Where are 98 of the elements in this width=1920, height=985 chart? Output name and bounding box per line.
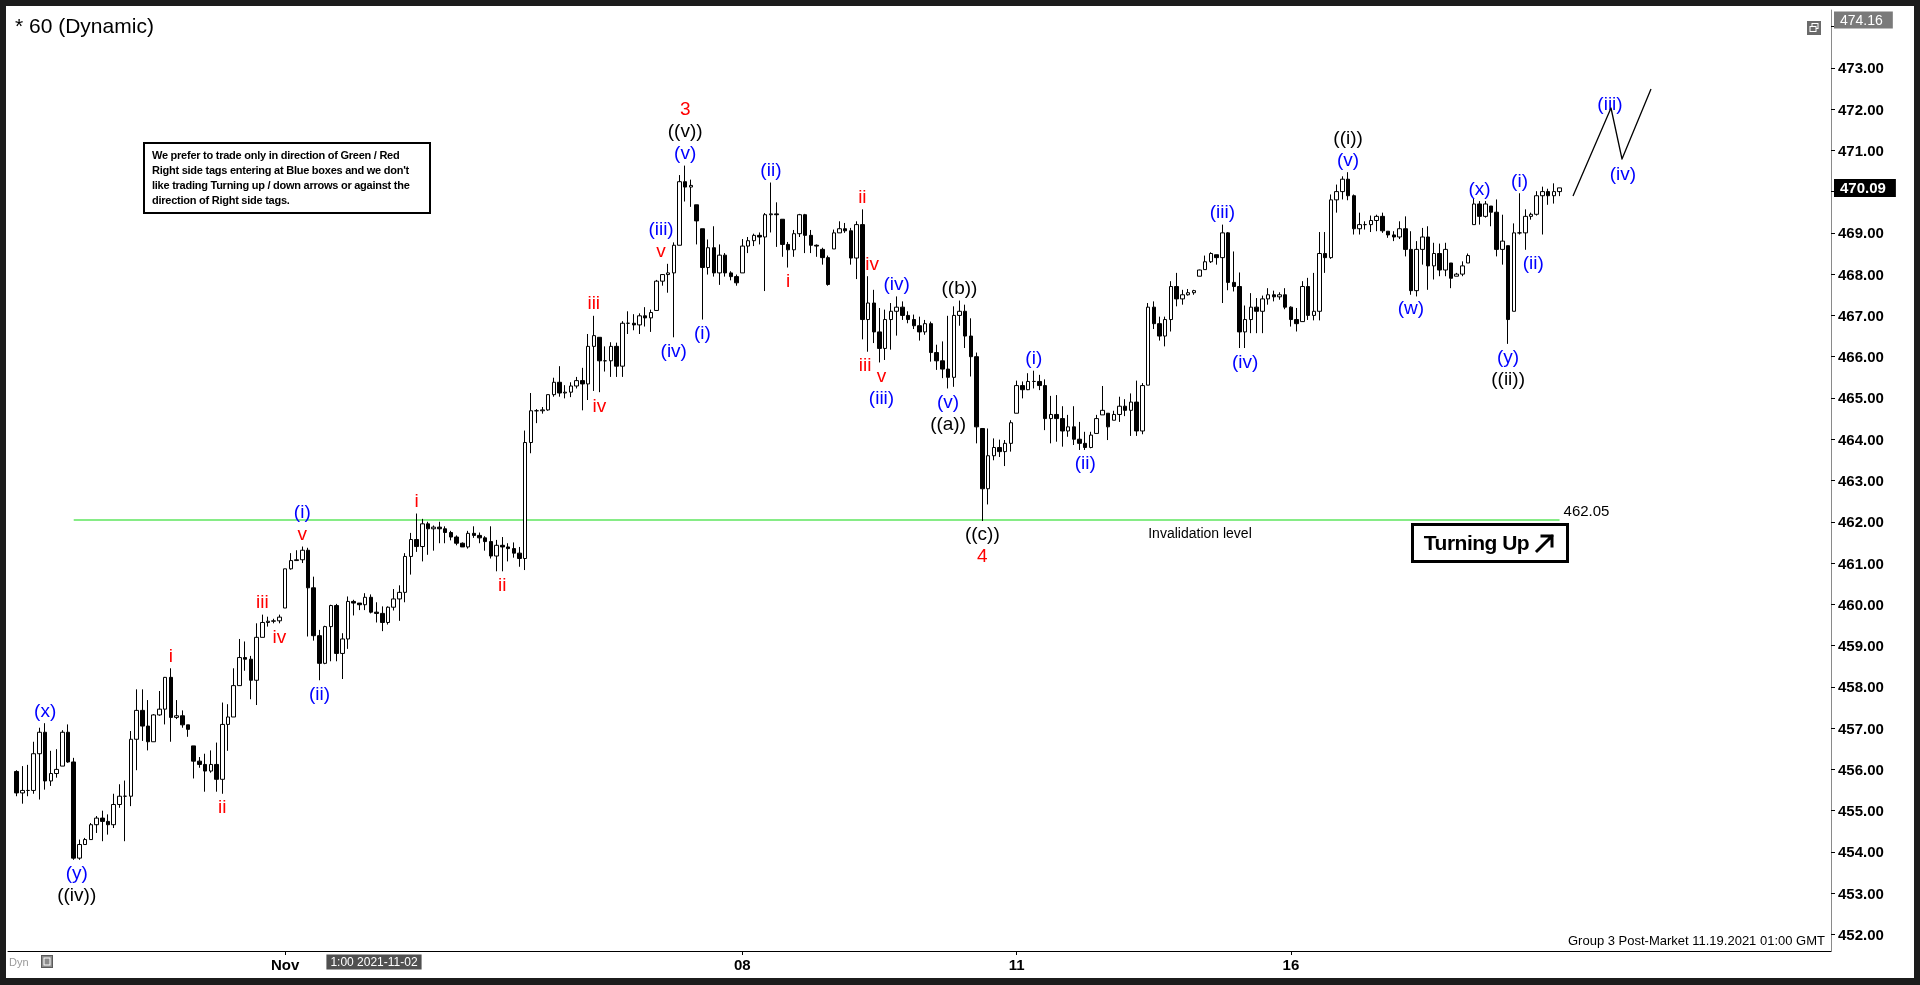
y-tick-label: 462.00: [1838, 513, 1884, 531]
candlestick: [1192, 289, 1196, 296]
x-tick-label: 08: [734, 956, 751, 973]
annotation: i: [414, 490, 419, 512]
x-tick-label: 11: [1008, 956, 1025, 973]
y-tick-label: 472.00: [1838, 100, 1884, 118]
annotation: (i): [1025, 347, 1043, 369]
annotation: ii: [498, 573, 507, 595]
annotation: Group 3 Post-Market 11.19.2021 01:00 GMT: [1567, 933, 1825, 948]
y-tick-label: 468.00: [1838, 265, 1884, 283]
annotation: (ii): [1522, 252, 1544, 274]
candlestick: [1466, 253, 1470, 264]
annotation: i: [168, 644, 173, 666]
y-tick-label: 464.00: [1838, 430, 1884, 448]
annotation: iii: [858, 354, 872, 376]
y-tick-label: 466.00: [1838, 348, 1884, 366]
candlestick: [529, 392, 533, 454]
y-tick-label: 456.00: [1838, 760, 1884, 778]
candlestick: [1512, 222, 1516, 312]
candlestick: [1009, 419, 1013, 453]
candlestick: [694, 204, 699, 245]
candlestick: [1094, 414, 1099, 434]
y-tick-label: 458.00: [1838, 678, 1884, 696]
chart-title: * 60 (Dynamic): [15, 14, 154, 37]
annotation: ((ii)): [1491, 368, 1525, 390]
annotation: (i): [293, 501, 311, 523]
annotation: (ii): [760, 159, 782, 181]
annotation: (x): [34, 699, 57, 721]
y-tick-label: 473.00: [1838, 59, 1884, 77]
text: 470.09: [1840, 179, 1886, 197]
x-tick-label: Nov: [270, 956, 300, 973]
annotation: iii: [587, 292, 601, 314]
candlestick: [603, 345, 607, 373]
annotation: (i): [1511, 169, 1528, 191]
annotation: v: [876, 364, 887, 386]
annotation: (iii): [868, 386, 895, 408]
y-tick-label: 471.00: [1838, 141, 1884, 159]
annotation: (x): [1468, 177, 1491, 199]
candlestick: [123, 780, 127, 842]
annotation: iii: [255, 591, 269, 613]
annotation: ((iv)): [57, 884, 97, 906]
annotation: (w): [1397, 297, 1425, 319]
candlestick: [283, 568, 287, 609]
annotation: (iv): [1232, 350, 1259, 372]
y-tick-label: 459.00: [1838, 637, 1884, 655]
annotation: ii: [858, 185, 867, 207]
text: Dyn: [9, 955, 29, 968]
annotation: ((v)): [667, 120, 703, 142]
annotation: (iii): [648, 218, 674, 240]
y-tick-label: 453.00: [1838, 884, 1884, 902]
annotation: Invalidation level: [1148, 524, 1252, 541]
x-tick-label: 16: [1282, 956, 1300, 973]
y-tick-label: 455.00: [1838, 802, 1884, 820]
y-tick-label: 465.00: [1838, 389, 1884, 407]
annotation: (y): [1497, 346, 1520, 368]
annotation: 3: [679, 98, 691, 120]
annotation: (iii): [1209, 201, 1236, 223]
y-tick-label: 457.00: [1838, 719, 1884, 737]
annotation: (y): [65, 862, 88, 884]
candlestick: [649, 309, 653, 333]
annotation: ((b)): [941, 277, 978, 299]
annotation: i: [785, 270, 791, 292]
annotation: (iv): [1609, 162, 1637, 184]
annotation: v: [297, 523, 308, 545]
y-tick-label: 454.00: [1838, 843, 1884, 861]
annotation: v: [656, 240, 667, 262]
text: 474.16: [1840, 12, 1884, 28]
ref-line-label: 462.05: [1563, 502, 1610, 520]
annotation: ii: [218, 796, 227, 818]
y-tick-label: 452.00: [1838, 925, 1884, 943]
annotation: ((i)): [1333, 126, 1363, 148]
annotation: iv: [272, 625, 287, 647]
annotation: iv: [865, 252, 880, 274]
text: 1:00 2021-11-02: [330, 955, 418, 969]
annotation: We prefer to trade only in direction of Green / Red Right side tags entering at Blue boxes and we don't like trading Turning up / down arrows or against the direction of Right side tags.: [152, 149, 410, 206]
annotation: (v): [1337, 148, 1360, 170]
y-tick-label: 460.00: [1838, 595, 1884, 613]
y-tick-label: 469.00: [1838, 224, 1884, 242]
candlestick: [626, 310, 630, 335]
annotation: ((c)): [964, 523, 1000, 545]
y-tick-label: 461.00: [1838, 554, 1884, 572]
annotation: iv: [592, 394, 607, 416]
annotation: (v): [674, 142, 697, 164]
y-tick-label: 463.00: [1838, 472, 1884, 489]
annotation: 4: [977, 545, 989, 567]
annotation: (ii): [308, 682, 331, 704]
annotation: ((a)): [930, 412, 967, 434]
annotation: (iv): [883, 272, 910, 294]
annotation: (ii): [1074, 452, 1096, 474]
annotation: (v): [937, 390, 960, 412]
candlestick: [1089, 431, 1093, 449]
annotation: (iii): [1597, 92, 1623, 114]
candlestick: [689, 179, 693, 208]
annotation: (i): [693, 322, 711, 344]
annotation: (iv): [660, 339, 687, 361]
y-tick-label: 467.00: [1838, 306, 1884, 324]
annotation: Turning Up: [1423, 531, 1530, 555]
candlestick: [1386, 230, 1390, 239]
